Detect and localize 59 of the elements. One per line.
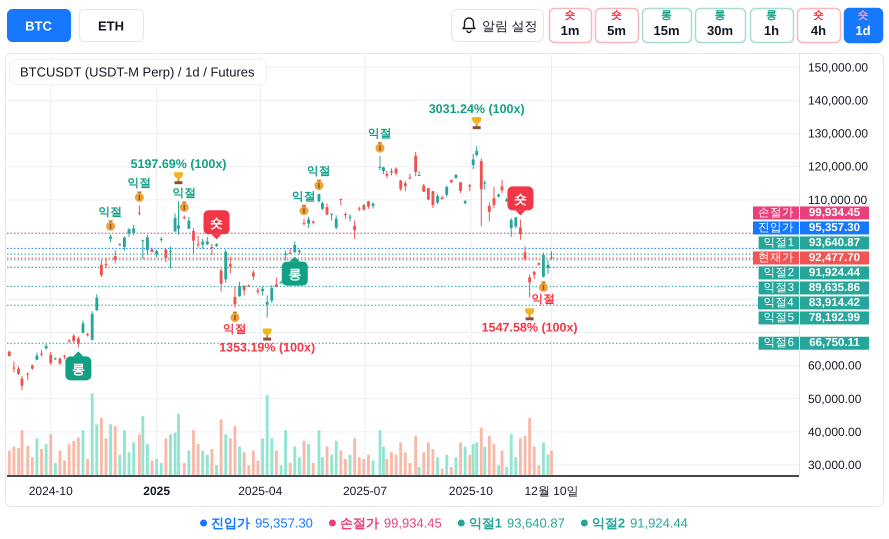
control: 롱 1h	[750, 8, 794, 44]
x-tick-label: 2025-07	[342, 484, 388, 498]
legend-item: 진입가 95,357.30	[200, 516, 313, 530]
x-tick-label: 12월 10일	[524, 484, 579, 498]
control: 숏 1d	[844, 8, 884, 44]
note: 익절	[368, 128, 392, 140]
y-tick-label: 60,000.00	[808, 358, 862, 373]
x-tick-label: 2025-10	[448, 484, 494, 498]
price-label: 익절1 93,640.87	[758, 236, 869, 250]
note: 숏	[507, 186, 534, 216]
price-label: 손절가 99,934.45	[753, 206, 869, 220]
price-label: 익절3 89,635.86	[758, 280, 869, 295]
price-label: 익절4 83,914.42	[758, 296, 869, 310]
y-tick-label: 30,000.00	[808, 458, 862, 472]
y-tick-label: 40,000.00	[808, 424, 862, 439]
y-tick-label: 110,000.00	[808, 192, 868, 207]
note: 롱	[282, 256, 308, 286]
legend-item: 익절1 93,640.87	[458, 516, 565, 530]
control: 숏 1m	[548, 8, 592, 44]
y-tick-label: 140,000.00	[808, 93, 868, 108]
annotation: 숏	[210, 215, 224, 230]
title: BTCUSDT (USDT-M Perp) / 1d / Futures	[9, 59, 268, 85]
note: 1547.58% (100x)	[482, 320, 578, 334]
note: 5197.69% (100x)	[130, 157, 226, 172]
note: 익절	[531, 293, 556, 306]
y-tick-label: 50,000.00	[808, 392, 862, 406]
x-tick-label: 2025	[143, 484, 170, 498]
x-tick-label: 2024-10	[28, 484, 74, 498]
legend-item: 익절2 91,924.44	[580, 516, 688, 530]
control: 숏 4h	[796, 8, 842, 44]
y-tick-label: 120,000.00	[808, 160, 868, 174]
note: 익절	[172, 187, 196, 200]
annotation: 숏	[514, 191, 527, 206]
control: 롱 30m	[694, 8, 746, 44]
control: 롱 15m	[642, 8, 692, 44]
legend-item: 손절가 99,934.45	[328, 516, 442, 530]
price-label: 현재가 92,477.70	[753, 250, 869, 265]
control: 숏 5m	[594, 8, 640, 44]
note: 익절	[306, 166, 331, 178]
note: 익절	[222, 324, 247, 336]
control: ETH	[79, 9, 144, 42]
annotation: 롱	[288, 266, 302, 282]
annotation: 롱	[72, 361, 85, 376]
price-label: 익절6 66,750.11	[758, 336, 869, 350]
control: BTC	[7, 9, 71, 42]
note: 숏	[204, 210, 230, 240]
control: 알림 설정	[451, 9, 544, 42]
x-tick-label: 2025-04	[238, 484, 283, 498]
note: 3031.24% (100x)	[428, 102, 525, 116]
note: 익절	[292, 190, 316, 203]
price-label: 익절2 91,924.44	[758, 266, 869, 280]
y-tick-label: 130,000.00	[808, 126, 868, 141]
price-label: 익절5 78,192.99	[758, 310, 869, 325]
note: 익절	[127, 178, 152, 190]
y-tick-label: 150,000.00	[808, 60, 868, 74]
note: 롱	[65, 351, 92, 380]
note: 1353.19% (100x)	[219, 340, 316, 355]
price-label: 진입가 95,357.30	[753, 220, 869, 235]
note: 익절	[98, 206, 123, 218]
